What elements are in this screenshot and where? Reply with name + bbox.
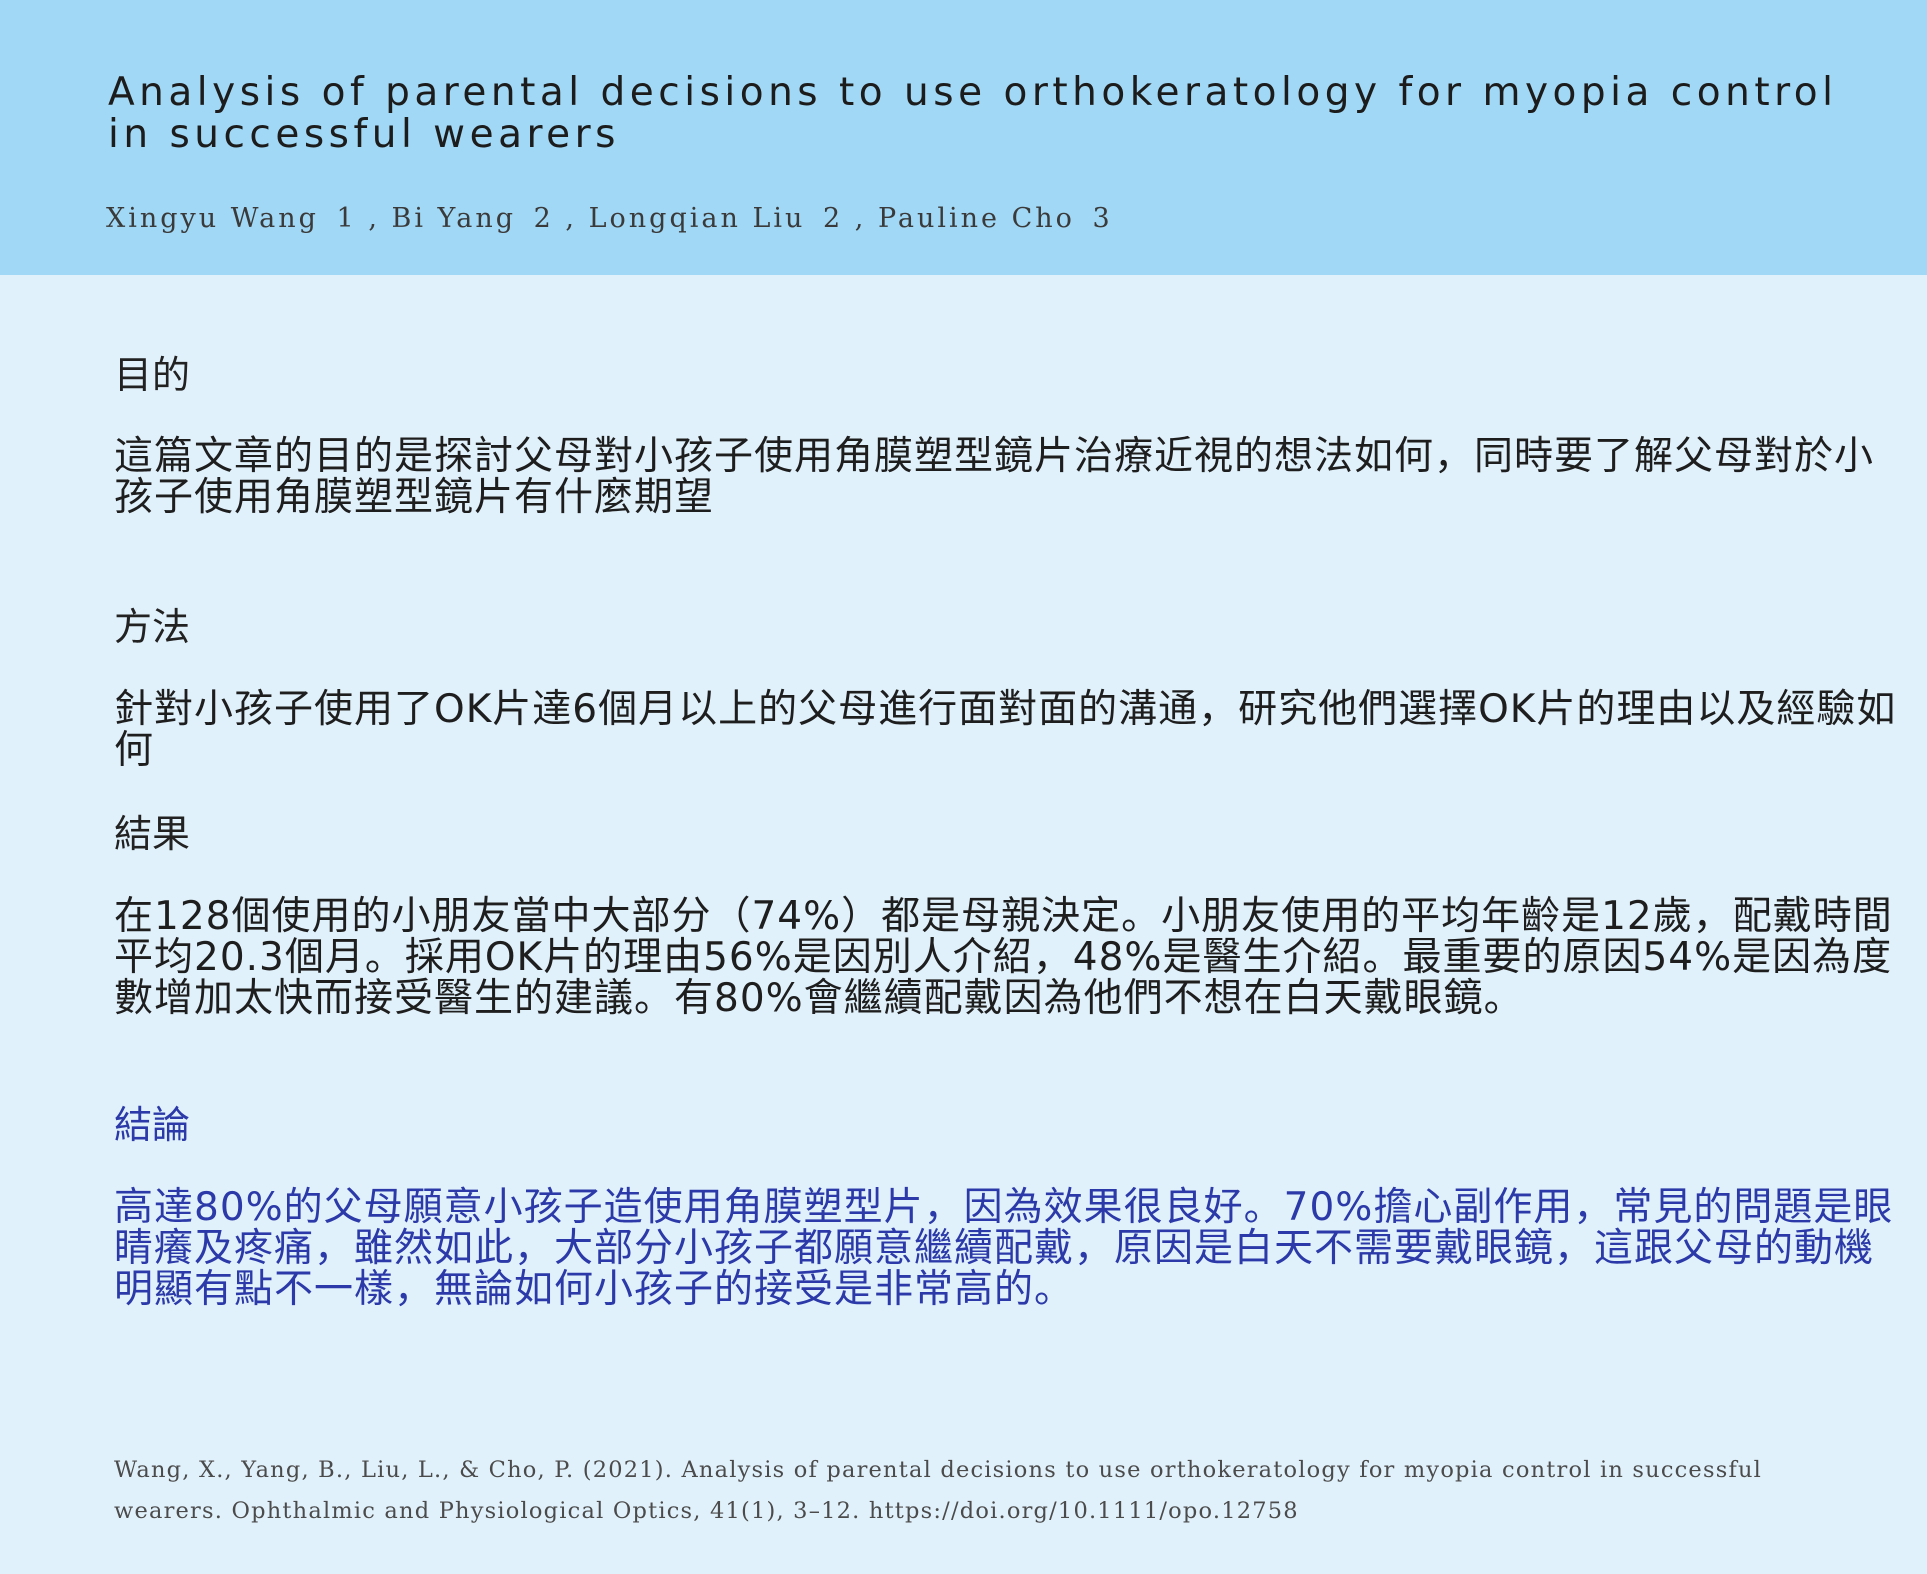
author-name: Longqian Liu [588,203,806,234]
author-affiliation: 3 [1092,203,1113,234]
citation-reference: Wang, X., Yang, B., Liu, L., & Cho, P. (… [114,1457,1763,1524]
results-text: 在128個使用的小朋友當中大部分（74%）都是母親決定。小朋友使用的平均年齡是1… [114,894,1893,1021]
author-affiliation: 2 [823,203,844,234]
author-list: Xingyu Wang 1 , Bi Yang 2 , Longqian Liu… [106,203,1113,234]
results-heading: 結果 [114,812,191,856]
author-name: Pauline Cho [877,203,1075,234]
conclusion-text: 高達80%的父母願意小孩子造使用角膜塑型片，因為效果很良好。70%擔心副作用，常… [114,1185,1894,1312]
methods-heading: 方法 [114,605,191,649]
methods-text: 針對小孩子使用了OK片達6個月以上的父母進行面對面的溝通，研究他們選擇OK片的理… [114,687,1897,773]
author-name: Bi Yang [391,203,517,234]
purpose-heading: 目的 [114,353,191,397]
purpose-text: 這篇文章的目的是探討父母對小孩子使用角膜塑型鏡片治療近視的想法如何，同時要了解父… [114,434,1875,520]
conclusion-heading: 結論 [114,1103,191,1147]
author-affiliation: 1 [336,203,357,234]
header-banner: Analysis of parental decisions to use or… [0,0,1927,275]
paper-title: Analysis of parental decisions to use or… [108,70,1838,157]
author-name: Xingyu Wang [106,203,319,234]
author-affiliation: 2 [533,203,554,234]
